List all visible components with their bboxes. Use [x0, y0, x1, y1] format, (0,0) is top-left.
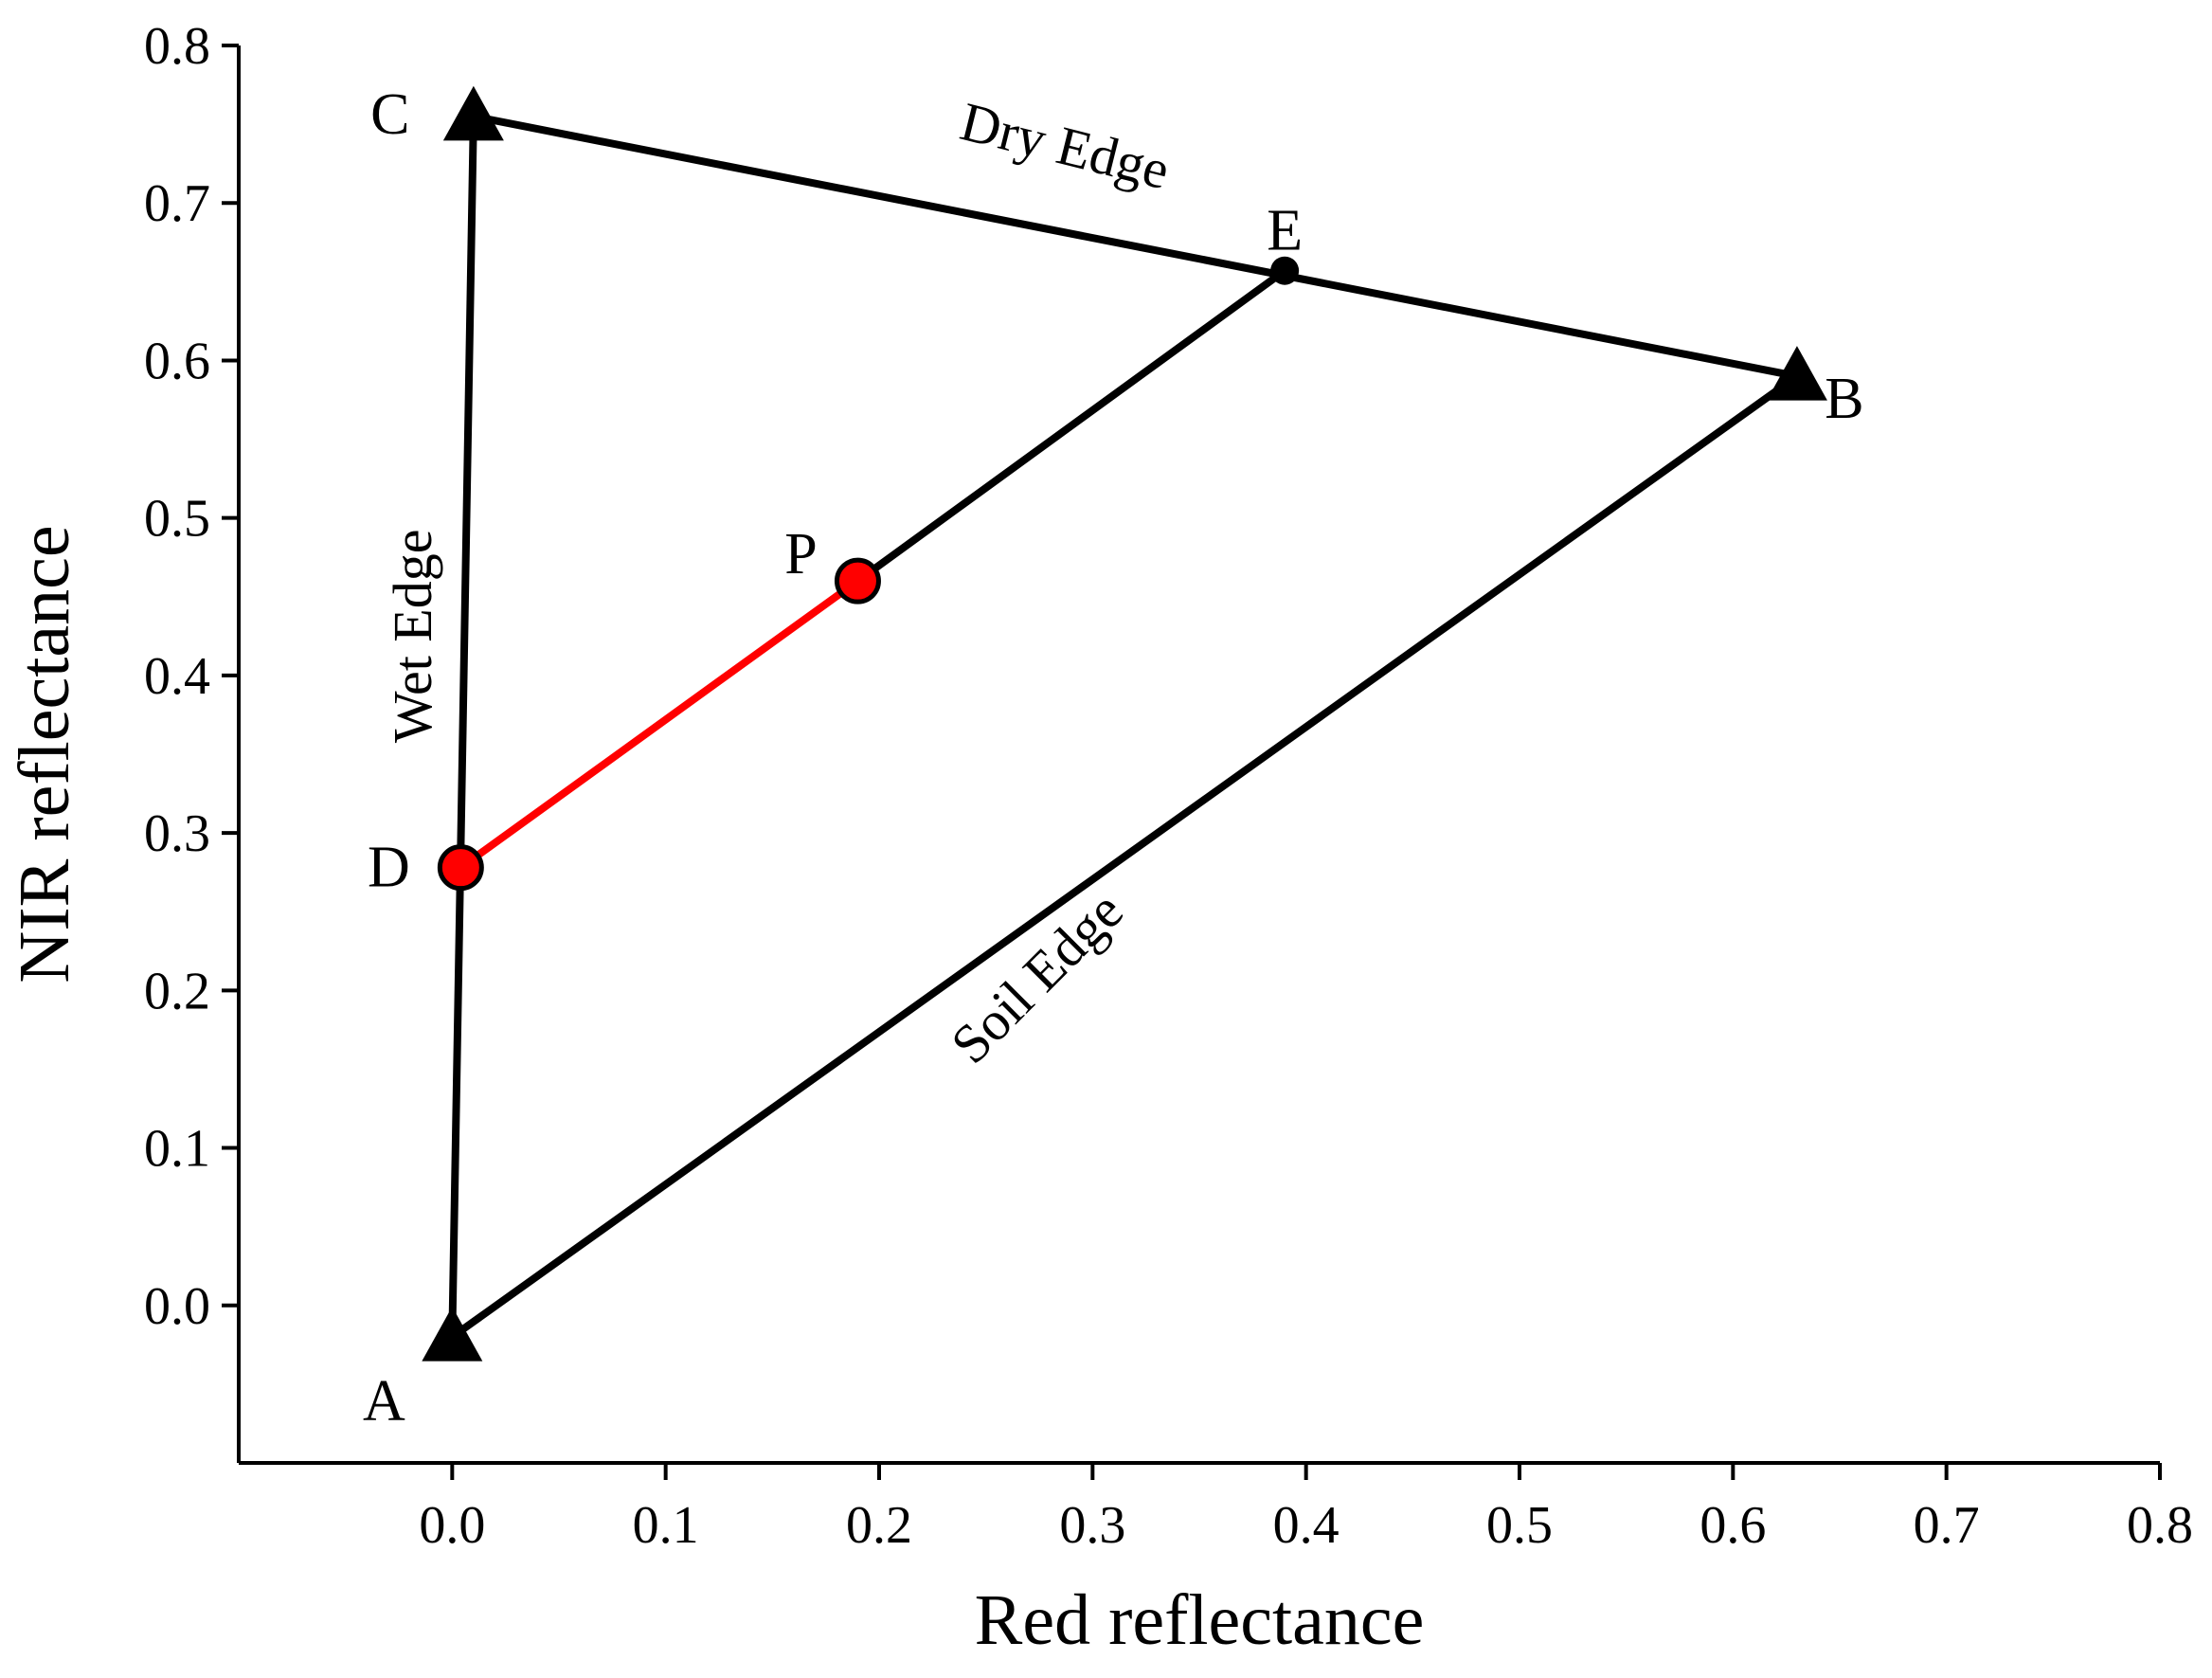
y-tick-label: 0.6 [144, 332, 210, 390]
edge-DP [457, 577, 862, 872]
y-tick-label: 0.3 [144, 804, 210, 863]
labels: A B C D E P Dry Edge Wet Edge Soil Edge [363, 82, 1864, 1434]
y-tick-label: 0.2 [144, 962, 210, 1020]
y-tick-label: 0.7 [144, 174, 210, 233]
point-D-marker [437, 844, 484, 892]
x-tick-label: 0.5 [1486, 1496, 1553, 1555]
point-C-label: C [370, 82, 409, 147]
markers [422, 85, 1827, 1362]
y-tick-label: 0.8 [144, 17, 210, 76]
edge-AB [448, 372, 1801, 1342]
point-C-marker [442, 85, 504, 141]
point-E-label: E [1267, 199, 1303, 263]
edge-annotation: Dry Edge [955, 90, 1176, 201]
point-D-label: D [368, 836, 410, 900]
edge-AC [448, 112, 477, 1342]
y-tick-label: 0.5 [144, 490, 210, 549]
segments [448, 112, 1801, 1342]
x-tick-label: 0.6 [1699, 1496, 1766, 1555]
x-tick-label: 0.2 [846, 1496, 912, 1555]
edge-annotation: Soil Edge [939, 879, 1135, 1075]
edge-CB [469, 112, 1801, 381]
y-tick-label: 0.0 [144, 1277, 210, 1336]
x-tick-label: 0.7 [1914, 1496, 1980, 1555]
point-A-label: A [363, 1369, 405, 1434]
point-P-label: P [784, 522, 817, 586]
x-tick-label: 0.1 [633, 1496, 699, 1555]
point-B-label: B [1825, 367, 1863, 431]
edge-PE [854, 266, 1289, 586]
point-A-marker [422, 1307, 483, 1362]
x-tick-label: 0.3 [1059, 1496, 1125, 1555]
point-B-marker [1766, 346, 1827, 401]
x-tick-label: 0.8 [2127, 1496, 2193, 1555]
y-tick-label: 0.4 [144, 647, 210, 706]
point-P-marker [834, 557, 881, 604]
axes: 0.0 0.1 0.2 0.3 0.4 0.5 0.6 0.7 0.8 0.0 0.1 0.2 0.3 0… [144, 17, 2193, 1555]
y-axis-title: NIR reflectance [5, 525, 84, 983]
x-axis-title: Red reflectance [975, 1580, 1425, 1660]
point-E-marker [1270, 256, 1300, 285]
x-tick-label: 0.0 [419, 1496, 485, 1555]
y-tick-label: 0.1 [144, 1120, 210, 1179]
edge-annotation: Wet Edge [382, 530, 443, 744]
x-tick-label: 0.4 [1273, 1496, 1340, 1555]
